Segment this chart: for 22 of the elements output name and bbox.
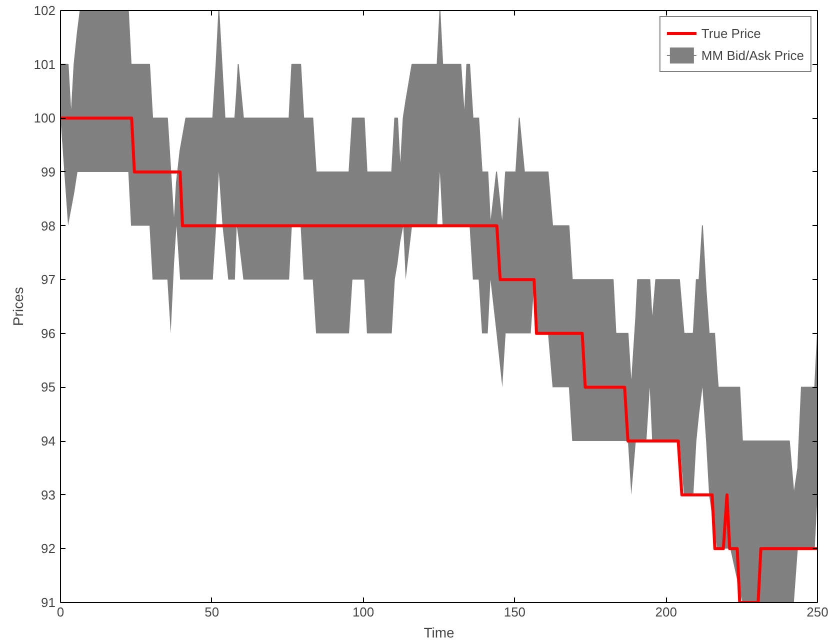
legend-label: MM Bid/Ask Price bbox=[701, 48, 804, 62]
y-tick-label: 91 bbox=[41, 595, 56, 610]
y-tick-label: 93 bbox=[41, 487, 56, 502]
x-tick-label: 200 bbox=[655, 604, 677, 620]
x-tick-label: 0 bbox=[56, 604, 64, 620]
y-tick-label: 97 bbox=[41, 272, 56, 288]
x-axis-title: Time bbox=[424, 624, 455, 640]
x-tick-label: 50 bbox=[204, 604, 220, 620]
y-axis-title: Prices bbox=[10, 287, 26, 326]
legend-label: True Price bbox=[701, 26, 761, 40]
x-tick-label: 150 bbox=[504, 604, 526, 620]
x-tick-label: 100 bbox=[352, 604, 374, 620]
y-tick-label: 96 bbox=[41, 326, 56, 341]
y-tick-label: 98 bbox=[41, 218, 56, 234]
y-tick-label: 99 bbox=[41, 164, 56, 180]
y-tick-label: 95 bbox=[41, 380, 56, 395]
y-tick-label: 102 bbox=[34, 3, 56, 18]
y-tick-label: 101 bbox=[34, 56, 56, 72]
y-tick-label: 92 bbox=[41, 541, 56, 556]
y-tick-label: 94 bbox=[41, 434, 56, 449]
y-tick-label: 100 bbox=[34, 110, 56, 126]
x-tick-label: 250 bbox=[806, 604, 828, 620]
